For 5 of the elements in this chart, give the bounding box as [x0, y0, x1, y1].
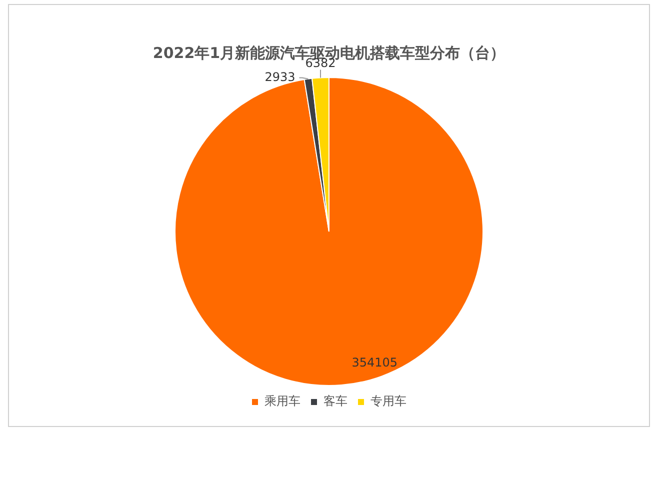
data-label: 2933: [264, 70, 296, 84]
data-label: 354105: [352, 356, 398, 370]
legend-label: 乘用车: [264, 394, 300, 408]
legend-label: 客车: [324, 394, 348, 408]
legend-label: 专用车: [370, 394, 406, 408]
